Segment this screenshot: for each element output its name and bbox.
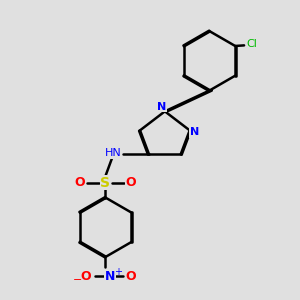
Text: HN: HN: [104, 148, 121, 158]
Text: O: O: [81, 270, 92, 283]
Text: N: N: [157, 102, 167, 112]
Text: O: O: [75, 176, 86, 189]
Text: +: +: [114, 268, 122, 278]
Text: S: S: [100, 176, 110, 190]
Text: Cl: Cl: [246, 40, 257, 50]
Text: O: O: [125, 270, 136, 283]
Text: −: −: [73, 275, 83, 285]
Text: O: O: [125, 176, 136, 189]
Text: N: N: [105, 270, 115, 283]
Text: N: N: [190, 127, 199, 137]
